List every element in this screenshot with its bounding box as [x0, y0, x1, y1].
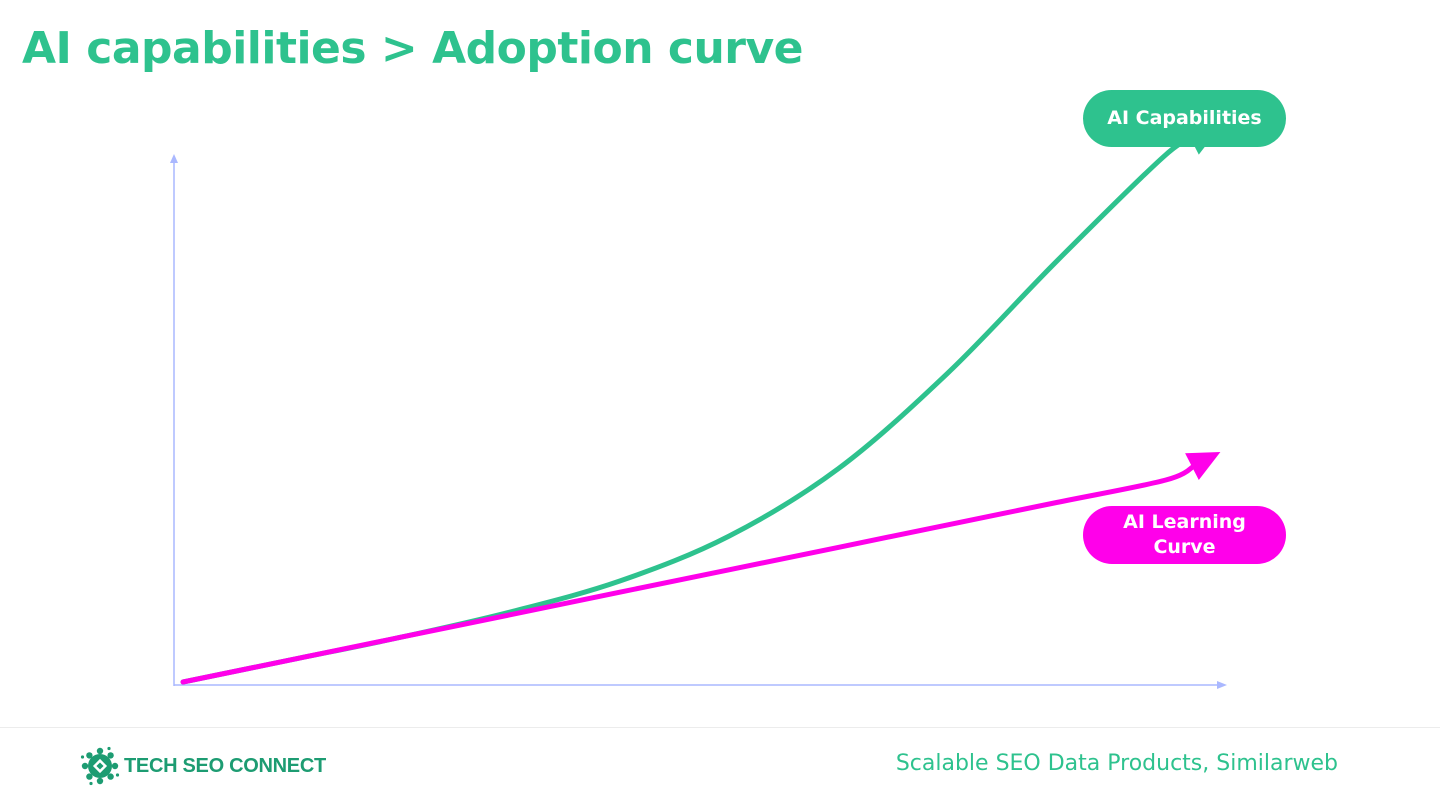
tech-seo-connect-logo: TECH SEO CONNECT	[80, 746, 326, 786]
ai-learning-curve-label: AI Learning Curve	[1083, 506, 1286, 564]
logo-text: TECH SEO CONNECT	[124, 754, 326, 777]
ai-learning-curve-label-text: AI Learning Curve	[1123, 511, 1246, 558]
ai-capabilities-series-line	[180, 136, 1198, 685]
gear-logo-icon	[80, 746, 120, 786]
ai-learning-curve-arrowhead	[1185, 452, 1221, 480]
adoption-chart	[170, 126, 1227, 689]
ai-capabilities-label-text: AI Capabilities	[1107, 107, 1262, 129]
ai-learning-curve-series-line	[180, 462, 1198, 685]
chart-axes	[170, 154, 1227, 689]
y-axis-arrowhead	[170, 154, 178, 163]
x-axis-arrowhead	[1217, 681, 1227, 689]
ai-capabilities-label: AI Capabilities	[1083, 90, 1286, 147]
slide-title: AI capabilities > Adoption curve	[22, 23, 803, 74]
chart-series	[180, 126, 1221, 685]
footer-divider	[0, 727, 1440, 728]
footer-credit: Scalable SEO Data Products, Similarweb	[895, 751, 1338, 776]
